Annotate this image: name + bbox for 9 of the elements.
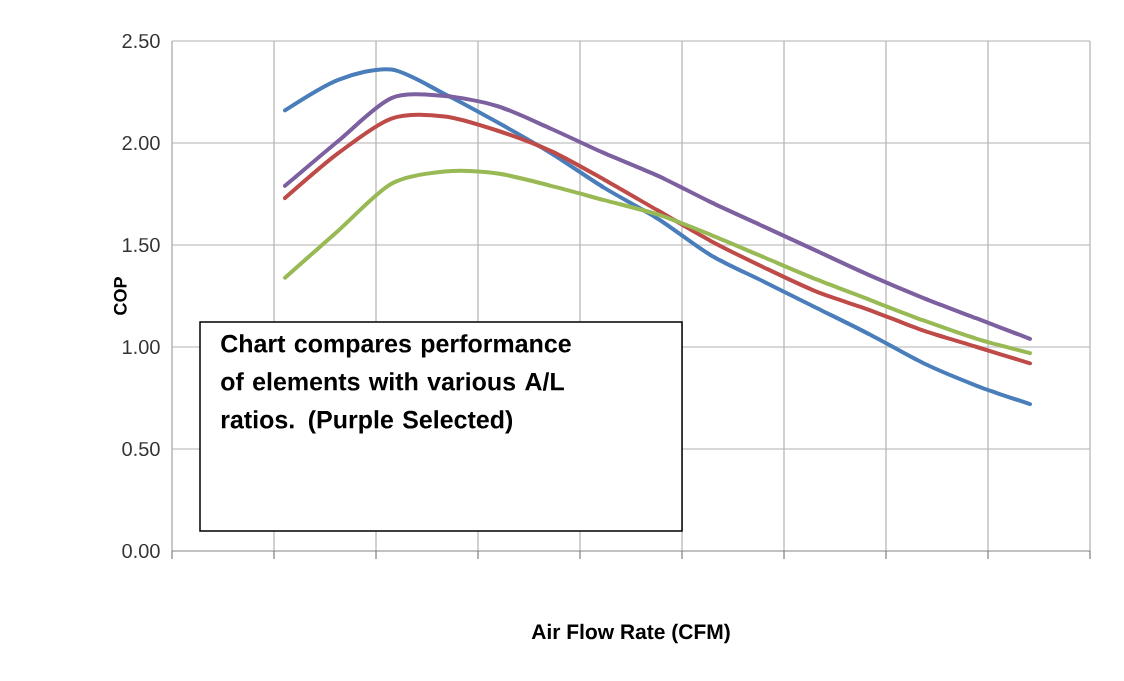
y-tick-label: 2.00 [122,135,160,151]
y-tick-label: 1.50 [123,237,160,253]
y-tick-label: 2.50 [122,33,160,49]
y-tick-label: 1.00 [123,339,160,355]
y-axis-title: COP [113,277,127,315]
y-tick-label: 0.50 [122,441,160,457]
y-tick-label: 0.00 [122,543,160,559]
x-axis-title: Air Flow Rate (CFM) [531,623,730,644]
annotation: Chart compares performance of elements with various A/L ratios. (Purple Selected) [221,334,571,434]
